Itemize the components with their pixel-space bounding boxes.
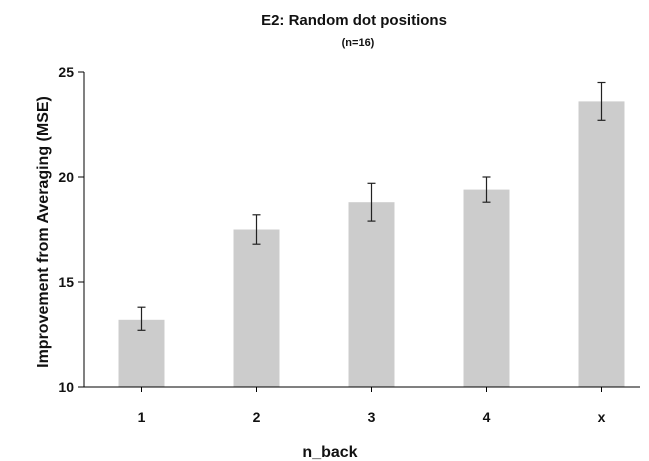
bar-4 [463, 189, 510, 387]
x-tick-group: 1 2 3 4 x [138, 387, 606, 425]
error-bar-1 [137, 306, 146, 331]
error-bar-4 [482, 176, 491, 203]
bar-group [118, 101, 625, 388]
error-bar-group [137, 81, 606, 331]
bar-1 [118, 319, 165, 387]
chart-subtitle: (n=16) [342, 37, 375, 49]
y-tick-group: 10 15 20 25 [58, 64, 84, 395]
x-tick-label: 2 [253, 409, 261, 425]
bar-2 [233, 229, 280, 387]
y-tick-label: 10 [58, 379, 74, 395]
error-bar-2 [252, 214, 261, 245]
chart-title: E2: Random dot positions [261, 12, 447, 29]
x-tick-label: 4 [483, 409, 491, 425]
error-bar-x [597, 81, 606, 121]
y-tick-label: 15 [58, 274, 74, 290]
x-tick-label: 3 [368, 409, 376, 425]
y-axis-label: Improvement from Averaging (MSE) [35, 96, 52, 368]
error-bar-3 [367, 182, 376, 222]
x-tick-label: x [598, 409, 606, 425]
y-tick-label: 25 [58, 64, 74, 80]
bar-3 [348, 202, 395, 387]
bar-x [578, 101, 625, 388]
x-tick-label: 1 [138, 409, 146, 425]
x-axis-label: n_back [302, 444, 357, 461]
y-tick-label: 20 [58, 169, 74, 185]
